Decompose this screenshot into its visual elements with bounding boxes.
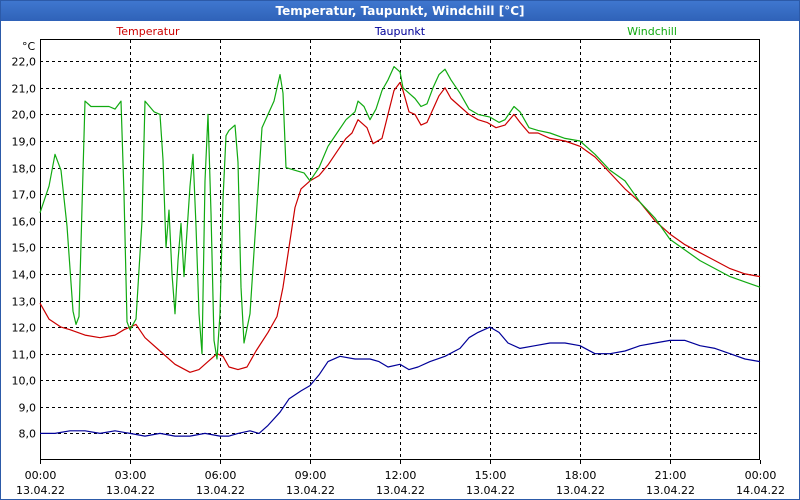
x-tick-time: 00:00: [25, 469, 57, 482]
taupunkt-line: [40, 326, 761, 437]
y-tick-label: 20,0: [12, 109, 37, 122]
legend-temperatur: Temperatur: [115, 25, 180, 38]
y-tick-label: 15,0: [12, 242, 37, 255]
grid-lines: [40, 40, 760, 460]
y-tick-label: 16,0: [12, 216, 37, 229]
y-tick-label: 18,0: [12, 163, 37, 176]
x-tick-time: 15:00: [475, 469, 507, 482]
x-tick-date: 13.04.22: [466, 484, 515, 497]
y-tick-label: 14,0: [12, 269, 37, 282]
y-tick-label: 12,0: [12, 322, 37, 335]
y-tick-label: 19,0: [12, 136, 37, 149]
legend: Temperatur Taupunkt Windchill: [115, 25, 677, 38]
y-tick-label: 13,0: [12, 296, 37, 309]
windchill-line: [39, 65, 761, 360]
x-tick-time: 00:00: [745, 469, 777, 482]
x-tick-time: 12:00: [385, 469, 417, 482]
x-tick-date: 13.04.22: [376, 484, 425, 497]
y-tick-label: 21,0: [12, 83, 37, 96]
x-tick-date: 13.04.22: [556, 484, 605, 497]
legend-taupunkt: Taupunkt: [374, 25, 426, 38]
y-tick-label: 22,0: [12, 56, 37, 69]
y-tick-label: 8,0: [19, 428, 37, 441]
y-tick-label: 11,0: [12, 349, 37, 362]
series-lines: [39, 65, 761, 437]
chart-title: Temperatur, Taupunkt, Windchill [°C]: [1, 1, 799, 21]
x-tick-date: 13.04.22: [646, 484, 695, 497]
x-axis-ticks: 00:00 13.04.22 03:00 13.04.22 06:00 13.04.22 0…: [16, 460, 785, 497]
temperatur-line: [39, 81, 761, 373]
y-tick-label: 17,0: [12, 189, 37, 202]
x-tick-time: 21:00: [655, 469, 687, 482]
x-tick-time: 09:00: [295, 469, 327, 482]
y-axis-ticks: 8,0 9,0 10,0 11,0 12,0 13,0 14,0 15,0 16,0 17,0 18…: [12, 56, 37, 441]
x-tick-date: 13.04.22: [286, 484, 335, 497]
y-tick-label: 9,0: [19, 402, 37, 415]
x-tick-time: 06:00: [205, 469, 237, 482]
legend-windchill: Windchill: [627, 25, 677, 38]
x-tick-date: 13.04.22: [16, 484, 65, 497]
plot-area-border: [40, 39, 760, 460]
x-tick-date: 13.04.22: [196, 484, 245, 497]
y-axis-unit-label: °C: [22, 40, 36, 53]
y-tick-label: 10,0: [12, 375, 37, 388]
x-tick-date: 13.04.22: [106, 484, 155, 497]
x-tick-time: 18:00: [565, 469, 597, 482]
x-tick-date: 14.04.22: [736, 484, 785, 497]
x-tick-time: 03:00: [115, 469, 147, 482]
